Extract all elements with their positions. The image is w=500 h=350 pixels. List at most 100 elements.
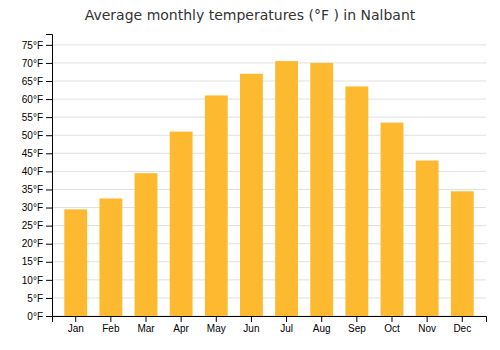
y-tick-mark (46, 63, 52, 64)
grid-line (52, 99, 486, 100)
x-axis-line (53, 317, 487, 323)
grid-line (52, 135, 486, 136)
y-tick: 15°F (22, 256, 52, 267)
grid-line (52, 153, 486, 154)
y-tick-label: 15°F (22, 256, 43, 267)
y-tick: 20°F (22, 238, 52, 249)
y-tick-label: 25°F (22, 220, 43, 231)
bar (381, 123, 404, 316)
x-tick-mark (286, 316, 287, 322)
grid-line (52, 81, 486, 82)
bar (135, 173, 158, 316)
y-tick-label: 65°F (22, 76, 43, 87)
grid-line (52, 44, 486, 45)
x-tick-mark (110, 316, 111, 322)
x-tick-label: Mar (137, 323, 155, 334)
bars (64, 61, 473, 316)
title: Average monthly temperatures (°F ) in Na… (85, 7, 416, 23)
x-tick-label: Jul (280, 323, 293, 334)
y-tick-label: 5°F (27, 293, 43, 304)
x-tick-mark (427, 316, 428, 322)
y-tick: 5°F (27, 293, 52, 304)
plot: 0°F 5°F 10°F 15°F 20°F 25°F 30°F 35°F 40°F 45°F 50… (22, 35, 487, 335)
y-axis: 0°F 5°F 10°F 15°F 20°F 25°F 30°F 35°F 40°F 45°F 50… (22, 35, 53, 322)
y-tick-label: 60°F (22, 94, 43, 105)
x-tick-mark (181, 316, 182, 322)
x-tick: Jun (243, 316, 259, 334)
y-tick: 10°F (22, 275, 52, 286)
x-tick-label: Dec (453, 323, 471, 334)
y-tick: 65°F (22, 76, 52, 87)
y-tick-label: 75°F (22, 40, 43, 51)
x-tick: Mar (137, 316, 155, 334)
x-tick-mark (462, 316, 463, 322)
x-tick-label: Feb (102, 323, 120, 334)
y-tick-label: 0°F (27, 311, 43, 322)
y-tick-mark (46, 208, 52, 209)
y-tick-label: 10°F (22, 275, 43, 286)
y-tick-mark (46, 117, 52, 118)
y-tick-mark (46, 81, 52, 82)
x-tick: Dec (453, 316, 471, 334)
y-tick-mark (46, 171, 52, 172)
y-tick-mark (46, 153, 52, 154)
bar (205, 95, 228, 316)
y-tick: 60°F (22, 94, 52, 105)
y-tick-mark (46, 244, 52, 245)
x-tick-mark (321, 316, 322, 322)
y-tick-mark (46, 262, 52, 263)
y-tick-mark (46, 45, 52, 46)
bar (64, 209, 87, 316)
x-tick-mark (391, 316, 392, 322)
y-tick-mark (46, 99, 52, 100)
y-tick: 0°F (27, 311, 52, 322)
x-tick-label: Apr (173, 323, 189, 334)
y-tick-label: 70°F (22, 58, 43, 69)
x-tick-mark (251, 316, 252, 322)
x-tick: Jan (68, 316, 84, 334)
y-tick-mark (46, 135, 52, 136)
y-tick: 55°F (22, 112, 52, 123)
y-tick: 25°F (22, 220, 52, 231)
bar (275, 61, 298, 316)
bar (416, 161, 439, 316)
x-tick-label: Jun (243, 323, 259, 334)
y-tick-label: 40°F (22, 166, 43, 177)
x-tick: Nov (418, 316, 436, 334)
y-tick: 50°F (22, 130, 52, 141)
bar (345, 86, 368, 316)
y-tick-label: 45°F (22, 148, 43, 159)
x-tick-mark (356, 316, 357, 322)
y-axis-line (46, 35, 53, 317)
y-tick: 40°F (22, 166, 52, 177)
x-tick: Aug (313, 316, 331, 334)
x-tick-label: Sep (348, 323, 366, 334)
chart: 0°F 5°F 10°F 15°F 20°F 25°F 30°F 35°F 40°F 45°F 50… (0, 0, 500, 350)
x-tick-label: May (207, 323, 226, 334)
y-tick: 45°F (22, 148, 52, 159)
y-tick-label: 35°F (22, 184, 43, 195)
y-tick-label: 55°F (22, 112, 43, 123)
y-tick-label: 20°F (22, 238, 43, 249)
bar (451, 191, 474, 316)
x-tick-label: Jan (68, 323, 84, 334)
x-tick: Sep (348, 316, 366, 334)
grid-line (52, 62, 486, 63)
y-tick: 30°F (22, 202, 52, 213)
y-tick: 75°F (22, 40, 52, 51)
x-tick-mark (75, 316, 76, 322)
x-tick-label: Nov (418, 323, 436, 334)
y-tick-mark (46, 280, 52, 281)
x-axis: JanFebMarAprMayJunJulAugSepOctNovDec (53, 316, 487, 334)
bar (310, 63, 333, 316)
y-tick-mark (46, 298, 52, 299)
x-tick: May (207, 316, 226, 334)
x-tick-mark (146, 316, 147, 322)
y-tick-label: 50°F (22, 130, 43, 141)
bar (170, 132, 193, 316)
grid-line (52, 117, 486, 118)
y-tick-mark (46, 226, 52, 227)
y-tick-label: 30°F (22, 202, 43, 213)
x-tick: Apr (173, 316, 189, 334)
bar (99, 199, 122, 317)
